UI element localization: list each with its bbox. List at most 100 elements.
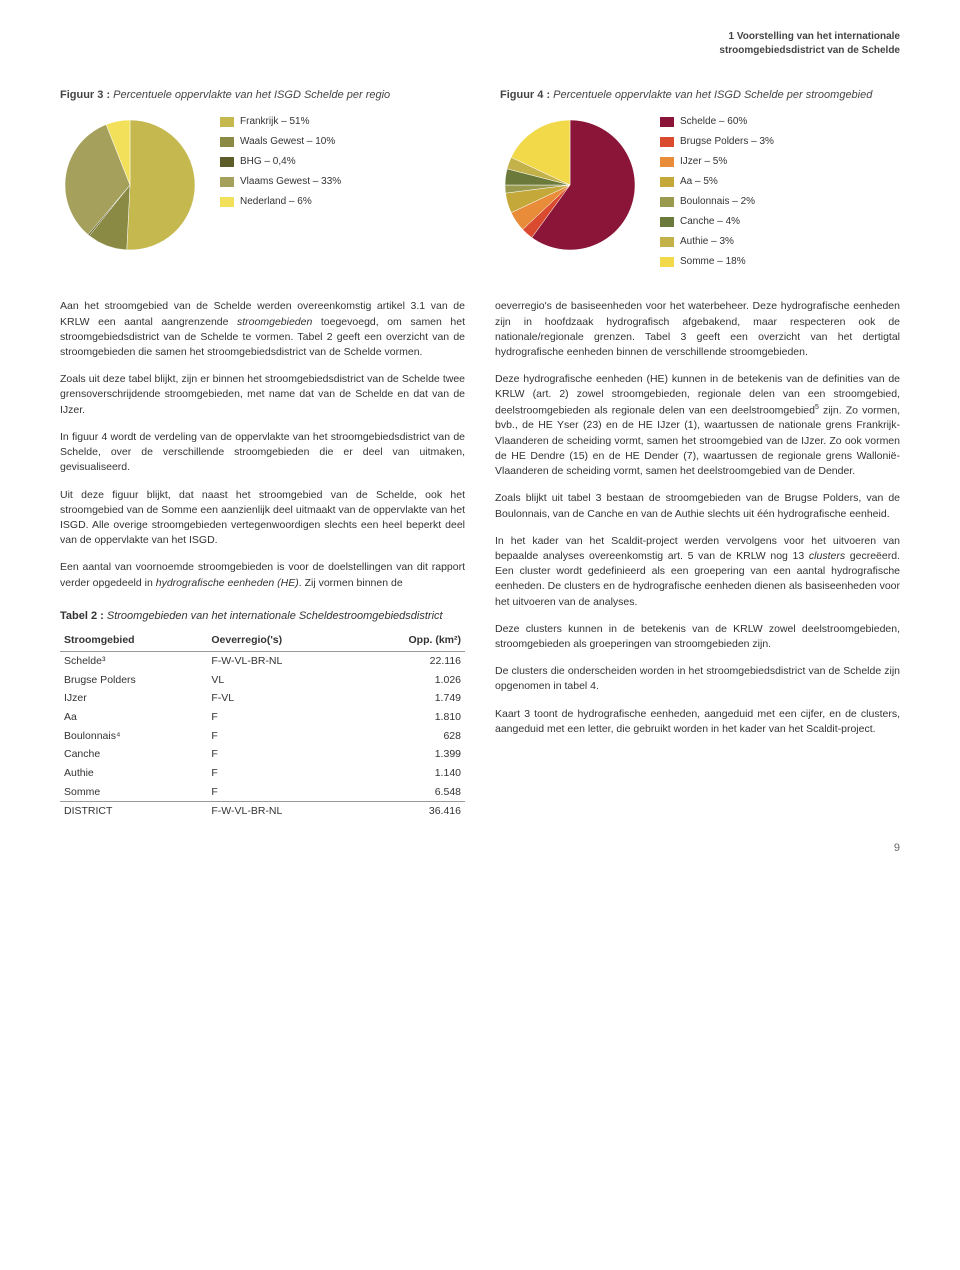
legend-item: IJzer – 5% <box>660 155 774 169</box>
legend-label: Waals Gewest – 10% <box>240 135 335 149</box>
figure-4-pie <box>500 115 640 255</box>
legend-item: Waals Gewest – 10% <box>220 135 341 149</box>
table-cell: F-VL <box>207 689 353 708</box>
legend-item: Schelde – 60% <box>660 115 774 129</box>
page-header: 1 Voorstelling van het internationale st… <box>60 30 900 58</box>
legend-item: Canche – 4% <box>660 215 774 229</box>
figure-3-caption: Figuur 3 : Percentuele oppervlakte van h… <box>60 88 460 103</box>
table-cell: F <box>207 727 353 746</box>
figure-3-chart-area: Frankrijk – 51% Waals Gewest – 10% BHG – 0… <box>60 115 460 255</box>
body-paragraph: Zoals uit deze tabel blijkt, zijn er bin… <box>60 372 465 418</box>
table-cell: 1.399 <box>353 745 465 764</box>
figures-row: Figuur 3 : Percentuele oppervlakte van h… <box>60 88 900 269</box>
figure-4-legend: Schelde – 60% Brugse Polders – 3% IJzer – … <box>660 115 774 269</box>
table-cell: F <box>207 764 353 783</box>
body-left-column: Aan het stroomgebied van de Schelde werd… <box>60 299 465 821</box>
table-row: Schelde³F-W-VL-BR-NL22.116 <box>60 651 465 670</box>
figure-3-legend: Frankrijk – 51% Waals Gewest – 10% BHG – 0… <box>220 115 341 209</box>
body-paragraph: Een aantal van voornoemde stroomgebieden… <box>60 560 465 590</box>
body-paragraph: Kaart 3 toont de hydrografische eenheden… <box>495 707 900 737</box>
page-number: 9 <box>60 841 900 856</box>
legend-label: IJzer – 5% <box>680 155 727 169</box>
table-cell: F <box>207 783 353 802</box>
body-paragraph: Aan het stroomgebied van de Schelde werd… <box>60 299 465 360</box>
table-header-cell: Oeverregio('s) <box>207 630 353 651</box>
table-cell: 1.140 <box>353 764 465 783</box>
body-paragraph: Uit deze figuur blijkt, dat naast het st… <box>60 488 465 549</box>
legend-item: BHG – 0,4% <box>220 155 341 169</box>
pie-slice <box>127 120 195 250</box>
body-paragraph: Deze hydrografische eenheden (HE) kunnen… <box>495 372 900 479</box>
legend-swatch <box>660 237 674 247</box>
table-cell: Brugse Polders <box>60 671 207 690</box>
legend-item: Somme – 18% <box>660 255 774 269</box>
figure-3: Figuur 3 : Percentuele oppervlakte van h… <box>60 88 460 269</box>
table-cell: 1.810 <box>353 708 465 727</box>
table-cell: Boulonnais⁴ <box>60 727 207 746</box>
body-paragraph: In figuur 4 wordt de verdeling van de op… <box>60 430 465 476</box>
table-cell: 1.026 <box>353 671 465 690</box>
body-paragraph: In het kader van het Scaldit-project wer… <box>495 534 900 610</box>
table-cell: 22.116 <box>353 651 465 670</box>
legend-label: BHG – 0,4% <box>240 155 296 169</box>
table-row: IJzerF-VL1.749 <box>60 689 465 708</box>
table-row: DISTRICTF-W-VL-BR-NL36.416 <box>60 802 465 821</box>
legend-label: Authie – 3% <box>680 235 734 249</box>
body-paragraph: oeverregio's de basiseenheden voor het w… <box>495 299 900 360</box>
table-cell: F <box>207 745 353 764</box>
legend-item: Authie – 3% <box>660 235 774 249</box>
legend-label: Somme – 18% <box>680 255 746 269</box>
table-cell: Aa <box>60 708 207 727</box>
table-header-cell: Stroomgebied <box>60 630 207 651</box>
legend-swatch <box>660 157 674 167</box>
legend-item: Boulonnais – 2% <box>660 195 774 209</box>
table-cell: F-W-VL-BR-NL <box>207 802 353 821</box>
table-cell: 628 <box>353 727 465 746</box>
header-line1: 1 Voorstelling van het internationale <box>60 30 900 44</box>
legend-item: Nederland – 6% <box>220 195 341 209</box>
figure-3-pie <box>60 115 200 255</box>
figure-4-caption: Figuur 4 : Percentuele oppervlakte van h… <box>500 88 900 103</box>
table-cell: Somme <box>60 783 207 802</box>
legend-swatch <box>660 117 674 127</box>
table-cell: 36.416 <box>353 802 465 821</box>
figure-4-caption-rest: Percentuele oppervlakte van het ISGD Sch… <box>550 89 872 101</box>
legend-swatch <box>220 177 234 187</box>
table-row: Brugse PoldersVL1.026 <box>60 671 465 690</box>
figure-3-caption-bold: Figuur 3 : <box>60 89 110 101</box>
legend-item: Brugse Polders – 3% <box>660 135 774 149</box>
legend-item: Vlaams Gewest – 33% <box>220 175 341 189</box>
table-cell: Schelde³ <box>60 651 207 670</box>
legend-item: Aa – 5% <box>660 175 774 189</box>
table-cell: Canche <box>60 745 207 764</box>
legend-label: Frankrijk – 51% <box>240 115 309 129</box>
body-paragraph: Deze clusters kunnen in de betekenis van… <box>495 622 900 652</box>
figure-4: Figuur 4 : Percentuele oppervlakte van h… <box>500 88 900 269</box>
body-text-columns: Aan het stroomgebied van de Schelde werd… <box>60 299 900 821</box>
table-cell: 6.548 <box>353 783 465 802</box>
legend-label: Boulonnais – 2% <box>680 195 755 209</box>
table-cell: DISTRICT <box>60 802 207 821</box>
table-header-cell: Opp. (km²) <box>353 630 465 651</box>
table-row: AaF1.810 <box>60 708 465 727</box>
table-row: SommeF6.548 <box>60 783 465 802</box>
body-right-column: oeverregio's de basiseenheden voor het w… <box>495 299 900 821</box>
table-row: CancheF1.399 <box>60 745 465 764</box>
table-cell: VL <box>207 671 353 690</box>
legend-label: Brugse Polders – 3% <box>680 135 774 149</box>
figure-3-caption-rest: Percentuele oppervlakte van het ISGD Sch… <box>110 89 390 101</box>
figure-4-caption-bold: Figuur 4 : <box>500 89 550 101</box>
legend-item: Frankrijk – 51% <box>220 115 341 129</box>
table-2: StroomgebiedOeverregio('s)Opp. (km²)Sche… <box>60 630 465 821</box>
legend-swatch <box>660 217 674 227</box>
legend-swatch <box>220 137 234 147</box>
table-cell: IJzer <box>60 689 207 708</box>
legend-label: Aa – 5% <box>680 175 718 189</box>
legend-label: Vlaams Gewest – 33% <box>240 175 341 189</box>
legend-label: Canche – 4% <box>680 215 740 229</box>
table-cell: F-W-VL-BR-NL <box>207 651 353 670</box>
table-row: Boulonnais⁴F628 <box>60 727 465 746</box>
table-row: AuthieF1.140 <box>60 764 465 783</box>
legend-swatch <box>660 257 674 267</box>
body-paragraph: De clusters die onderscheiden worden in … <box>495 664 900 694</box>
